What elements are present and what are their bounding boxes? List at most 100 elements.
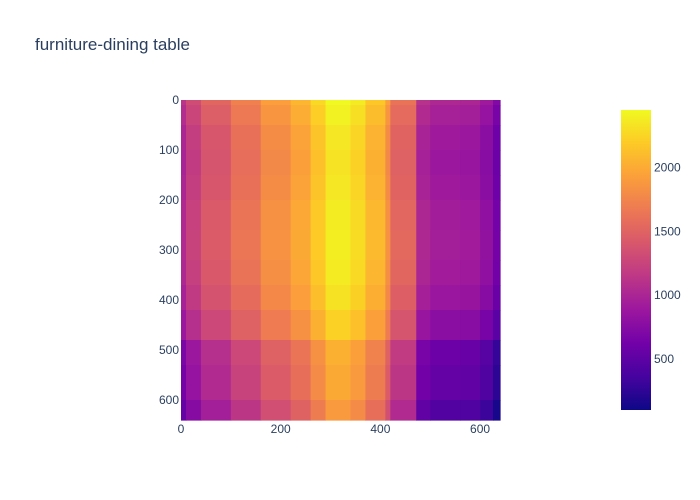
heatmap-cell: [416, 340, 431, 366]
heatmap-cell: [200, 285, 232, 311]
heatmap-cell: [350, 200, 367, 231]
heatmap-cell: [365, 340, 386, 366]
heatmap-cell: [290, 285, 312, 311]
heatmap-cell: [200, 340, 232, 366]
heatmap-cell: [290, 260, 312, 286]
heatmap-cell: [181, 400, 187, 421]
heatmap-cell: [260, 285, 292, 311]
heatmap-cell: [430, 125, 461, 151]
heatmap-cell: [310, 400, 327, 421]
heatmap-cell: [430, 175, 461, 201]
heatmap-cell: [325, 200, 352, 231]
heatmap-cell: [230, 200, 262, 231]
heatmap-cell: [385, 285, 391, 311]
heatmap-cell: [493, 150, 501, 176]
heatmap-cell: [290, 200, 312, 231]
heatmap-cell: [390, 125, 417, 151]
heatmap-cell: [325, 175, 352, 201]
heatmap-cell: [325, 100, 352, 106]
heatmap-cell: [416, 125, 431, 151]
heatmap-cell: [460, 175, 481, 201]
heatmap-cell: [230, 365, 262, 401]
heatmap-cell: [493, 125, 501, 151]
y-tick-label: 200: [159, 193, 179, 207]
heatmap-cell: [493, 340, 501, 366]
heatmap-cell: [185, 100, 202, 106]
heatmap-cell: [325, 260, 352, 286]
heatmap-cell: [365, 125, 386, 151]
heatmap-cell: [480, 230, 494, 261]
heatmap-cell: [493, 200, 501, 231]
colorbar-tick-label: 1500: [654, 224, 681, 238]
heatmap-cell: [185, 260, 202, 286]
heatmap-cell: [416, 285, 431, 311]
heatmap-cell: [460, 340, 481, 366]
heatmap-cell: [325, 150, 352, 176]
heatmap-cell: [185, 175, 202, 201]
heatmap-cell: [350, 365, 367, 401]
heatmap-cell: [260, 175, 292, 201]
heatmap-cell: [365, 310, 386, 341]
heatmap-cell: [493, 100, 501, 106]
heatmap-cell: [260, 260, 292, 286]
heatmap-cell: [185, 365, 202, 401]
heatmap-cell: [416, 100, 431, 106]
heatmap-cell: [181, 125, 187, 151]
heatmap-cell: [416, 365, 431, 401]
heatmap-cell: [385, 100, 391, 106]
y-tick-label: 100: [159, 143, 179, 157]
heatmap-cell: [185, 400, 202, 421]
heatmap-cell: [430, 400, 461, 421]
heatmap-cell: [480, 340, 494, 366]
heatmap-cell: [416, 260, 431, 286]
heatmap-cell: [460, 200, 481, 231]
heatmap-cell: [200, 200, 232, 231]
heatmap-cell: [390, 105, 417, 126]
heatmap-cell: [350, 175, 367, 201]
heatmap-cell: [385, 260, 391, 286]
heatmap-cell: [290, 365, 312, 401]
heatmap-cell: [230, 285, 262, 311]
heatmap-cell: [480, 105, 494, 126]
heatmap-cell: [230, 125, 262, 151]
heatmap-cell: [365, 100, 386, 106]
heatmap-cell: [200, 230, 232, 261]
x-axis: 0 200 400 600: [178, 422, 491, 436]
heatmap-cell: [290, 125, 312, 151]
heatmap-cell: [260, 150, 292, 176]
heatmap-cell: [350, 260, 367, 286]
heatmap-cell: [290, 400, 312, 421]
heatmap-cell: [430, 340, 461, 366]
heatmap-cell: [460, 310, 481, 341]
heatmap-cell: [230, 100, 262, 106]
heatmap-cell: [390, 310, 417, 341]
heatmap-cell: [416, 175, 431, 201]
heatmap-cell: [230, 400, 262, 421]
heatmap-cell: [350, 100, 367, 106]
heatmap-cell: [325, 400, 352, 421]
colorbar-tick-label: 2000: [654, 160, 681, 174]
heatmap-cell: [480, 400, 494, 421]
heatmap-cell: [325, 365, 352, 401]
heatmap-cell: [185, 150, 202, 176]
heatmap-cell: [493, 310, 501, 341]
heatmap-cell: [350, 310, 367, 341]
heatmap-cell: [181, 230, 187, 261]
heatmap-cell: [480, 200, 494, 231]
heatmap-cell: [365, 230, 386, 261]
heatmap-cell: [430, 260, 461, 286]
heatmap-cell: [185, 310, 202, 341]
heatmap-cell: [185, 285, 202, 311]
heatmap-cell: [200, 400, 232, 421]
heatmap-cell: [290, 150, 312, 176]
heatmap-cell: [430, 310, 461, 341]
heatmap-cell: [290, 340, 312, 366]
heatmap-cell: [390, 200, 417, 231]
heatmap-cell: [260, 100, 292, 106]
heatmap-cell: [310, 260, 327, 286]
heatmap-cell: [480, 125, 494, 151]
heatmap-cell: [385, 175, 391, 201]
heatmap-cell: [365, 260, 386, 286]
heatmap-cell: [310, 310, 327, 341]
